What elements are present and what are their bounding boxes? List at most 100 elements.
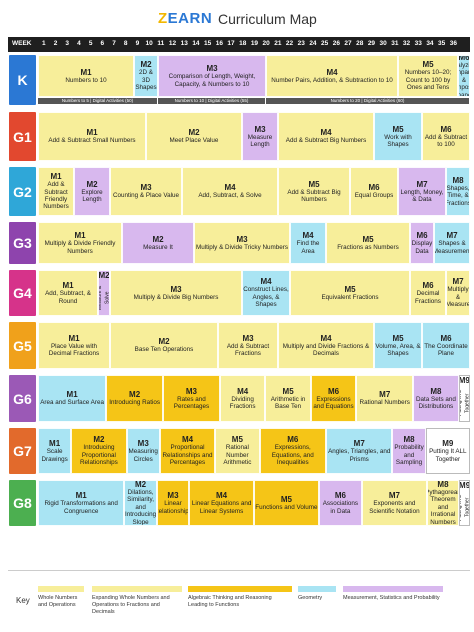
module-cell[interactable]: M9 Putting It All Together	[458, 375, 470, 422]
module-cell[interactable]: M2 Measure & Solve	[98, 270, 110, 316]
module-cell[interactable]: M3 Multiply & Divide Tricky Numbers	[194, 222, 290, 264]
module-title: Equal Groups	[354, 192, 394, 200]
module-cell[interactable]: M2 Meet Place Value	[146, 112, 242, 161]
module-title: Multiply & Divide Tricky Numbers	[195, 243, 289, 251]
module-cell[interactable]: M6 Display Data	[410, 222, 434, 264]
module-cell[interactable]: M4 Proportional Relationships and Percent…	[159, 428, 216, 474]
module-number: M5	[231, 435, 243, 445]
module-title: Counting & Place Value	[112, 192, 180, 200]
module-cell[interactable]: M3 Measure Length	[242, 112, 278, 161]
week-number: 9	[135, 40, 140, 47]
module-cell[interactable]: M1 Place Value with Decimal Fractions	[38, 322, 110, 369]
module-cell[interactable]: M7 Rational Numbers	[356, 375, 414, 422]
module-cell[interactable]: M6 Decimal Fractions	[410, 270, 446, 316]
module-cell[interactable]: M4 Find the Area	[290, 222, 326, 264]
module-cell[interactable]: M2 Base Ten Operations	[110, 322, 218, 369]
module-number: M6	[416, 231, 428, 241]
module-number: M8	[403, 435, 415, 445]
module-cell[interactable]: M6 Expressions and Equations	[310, 375, 357, 422]
module-cell[interactable]: M6 Equal Groups	[350, 167, 398, 216]
module-cell[interactable]: M3 Add & Subtract Fractions	[218, 322, 278, 369]
module-cell[interactable]: M2 Introducing Ratios	[106, 375, 164, 422]
week-number: 6	[100, 40, 105, 47]
module-title: Introducing Ratios	[109, 399, 160, 407]
module-cell[interactable]: M1 Area and Surface Area	[38, 375, 107, 422]
module-cell[interactable]: M6Analyzing, Comparing, & Composing Shap…	[458, 55, 470, 97]
module-cell[interactable]: M5 Numbers 10–20; Count to 100 by Ones an…	[398, 55, 458, 97]
module-cell[interactable]: M4 Linear Equations and Linear Systems	[189, 480, 254, 526]
module-cell[interactable]: M5 Arithmetic in Base Ten	[265, 375, 311, 422]
module-cell[interactable]: M3 Comparison of Length, Weight, Capacity…	[158, 55, 266, 97]
module-cell[interactable]: M8 Data Sets and Distributions	[413, 375, 459, 422]
module-cell[interactable]: M6 Associations in Data	[318, 480, 362, 526]
module-cell[interactable]: M7 Shapes & Measurement	[434, 222, 470, 264]
key-text: Measurement, Statistics and Probability	[343, 595, 440, 601]
module-number: M1	[75, 491, 87, 501]
module-cell[interactable]: M5 Volume, Area, & Shapes	[374, 322, 422, 369]
module-cell[interactable]: M4 Add, Subtract, & Solve	[182, 167, 278, 216]
module-cell[interactable]: M7 Length, Money, & Data	[398, 167, 446, 216]
module-cell[interactable]: M9 Putting It ALL Together	[425, 428, 470, 474]
module-cell[interactable]: M5 Functions and Volume	[254, 480, 319, 526]
module-cell[interactable]: M8 Pythagorean Theorem and Irrational Num…	[426, 480, 460, 526]
module-cell[interactable]: M1 Scale Drawings	[38, 428, 72, 474]
module-number: M7	[388, 491, 400, 501]
module-cell[interactable]: M3 Rates and Percentages	[163, 375, 220, 422]
module-cell[interactable]: M4 Multiply and Divide Fractions & Decima…	[278, 322, 374, 369]
module-cell[interactable]: M4 Add & Subtract Big Numbers	[278, 112, 374, 161]
module-cell[interactable]: M6 Expressions, Equations, and Inequaliti…	[259, 428, 326, 474]
module-number: M5	[422, 60, 434, 70]
module-cell[interactable]: M2 Explore Length	[74, 167, 110, 216]
module-cell[interactable]: M1 Add & Subtract Small Numbers	[38, 112, 146, 161]
module-cell[interactable]: M4 Number Pairs, Addition, & Subtraction …	[266, 55, 398, 97]
module-cell[interactable]: M2 Measure It	[122, 222, 194, 264]
module-cell[interactable]: M3 Counting & Place Value	[110, 167, 182, 216]
module-cell[interactable]: M4 Construct Lines, Angles, & Shapes	[242, 270, 290, 316]
module-cell[interactable]: M7 Multiply & Measure	[446, 270, 470, 316]
grade-label: G6	[9, 375, 36, 422]
module-title: Data Sets and Distributions	[415, 395, 456, 410]
module-cell[interactable]: M4 Dividing Fractions	[219, 375, 266, 422]
module-title: Arithmetic in Base Ten	[270, 395, 306, 410]
module-cell[interactable]: M5 Add & Subtract Big Numbers	[278, 167, 350, 216]
module-number: M2	[86, 179, 98, 189]
module-cell[interactable]: M1 Rigid Transformations and Congruence	[38, 480, 125, 526]
module-cell[interactable]: M2 2D & 3D Shapes	[134, 55, 158, 97]
module-cell[interactable]: M8 Probability and Sampling	[392, 428, 426, 474]
module-number: M4	[302, 231, 314, 241]
module-title: Add & Subtract Big Numbers	[285, 137, 367, 145]
module-cell[interactable]: M3 Multiply & Divide Big Numbers	[110, 270, 242, 316]
module-cell[interactable]: M1 Multiply & Divide Friendly Numbers	[38, 222, 122, 264]
module-title: Exponents and Scientific Notation	[369, 500, 420, 515]
module-number: M2	[93, 435, 105, 445]
module-cell[interactable]: M9 Putting It All Together	[459, 480, 470, 526]
module-cell[interactable]: M1 Numbers to 10	[38, 55, 134, 97]
module-cell[interactable]: M1 Add & Subtract Friendly Numbers	[38, 167, 74, 216]
module-number: M7	[452, 277, 464, 287]
module-cell[interactable]: M7 Angles, Triangles, and Prisms	[326, 428, 393, 474]
module-cell[interactable]: M5 Fractions as Numbers	[326, 222, 410, 264]
module-number: M5	[392, 124, 404, 134]
module-cell[interactable]: M2 Dilations, Similarity, and Introducing…	[124, 480, 157, 526]
module-cell[interactable]: M6 The Coordinate Plane	[422, 322, 470, 369]
module-title: Length, Money, & Data	[400, 188, 444, 203]
module-cell[interactable]: M5 Rational Number Arithmetic	[215, 428, 260, 474]
module-cell[interactable]: M6 Add & Subtract to 100	[422, 112, 470, 161]
module-cell[interactable]: M5 Equivalent Fractions	[290, 270, 410, 316]
key-text: Whole Numbers and Operations	[38, 595, 78, 608]
week-number: 26	[332, 40, 340, 47]
module-title: Add & Subtract Small Numbers	[48, 137, 136, 145]
module-cell[interactable]: M1 Add, Subtract, & Round	[38, 270, 98, 316]
module-cell[interactable]: M2 Introducing Proportional Relationships	[71, 428, 127, 474]
module-number: M8	[430, 386, 442, 396]
week-number: 3	[65, 40, 70, 47]
module-cell[interactable]: M8 Shapes, Time, & Fractions	[446, 167, 470, 216]
week-number: 20	[262, 40, 270, 47]
module-cell[interactable]: M5 Work with Shapes	[374, 112, 422, 161]
module-cell[interactable]: M7 Exponents and Scientific Notation	[362, 480, 427, 526]
digital-activities-strip: Numbers to 20 | Digital Activities (60)	[266, 98, 469, 104]
key-legend: Key Whole Numbers and Operations Expandin…	[8, 578, 470, 626]
grade-label: G3	[9, 222, 36, 264]
module-cell[interactable]: M3 Measuring Circles	[126, 428, 160, 474]
